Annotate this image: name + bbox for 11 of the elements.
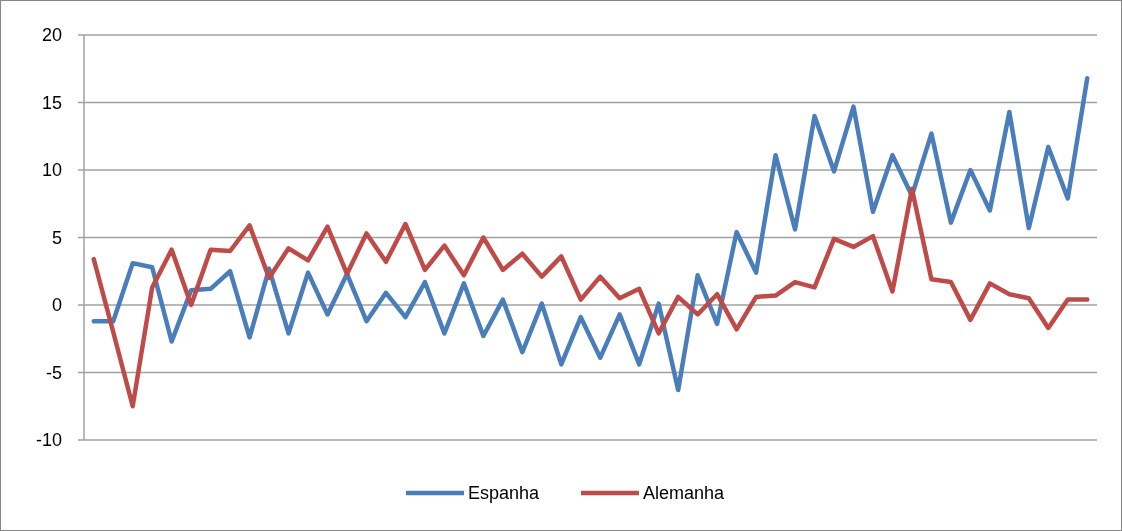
y-tick-label: 0	[51, 295, 62, 316]
y-tick-label: -10	[35, 430, 62, 451]
line-series	[91, 186, 1090, 409]
y-tick-label: 5	[51, 227, 62, 248]
line-series	[91, 75, 1090, 393]
y-tick-label: 10	[41, 160, 62, 181]
y-tick-label: 15	[41, 92, 62, 113]
y-tick-label: -5	[45, 362, 62, 383]
legend-label: Espanha	[468, 483, 541, 504]
y-tick-label: 20	[41, 25, 62, 46]
legend-label: Alemanha	[643, 483, 726, 504]
